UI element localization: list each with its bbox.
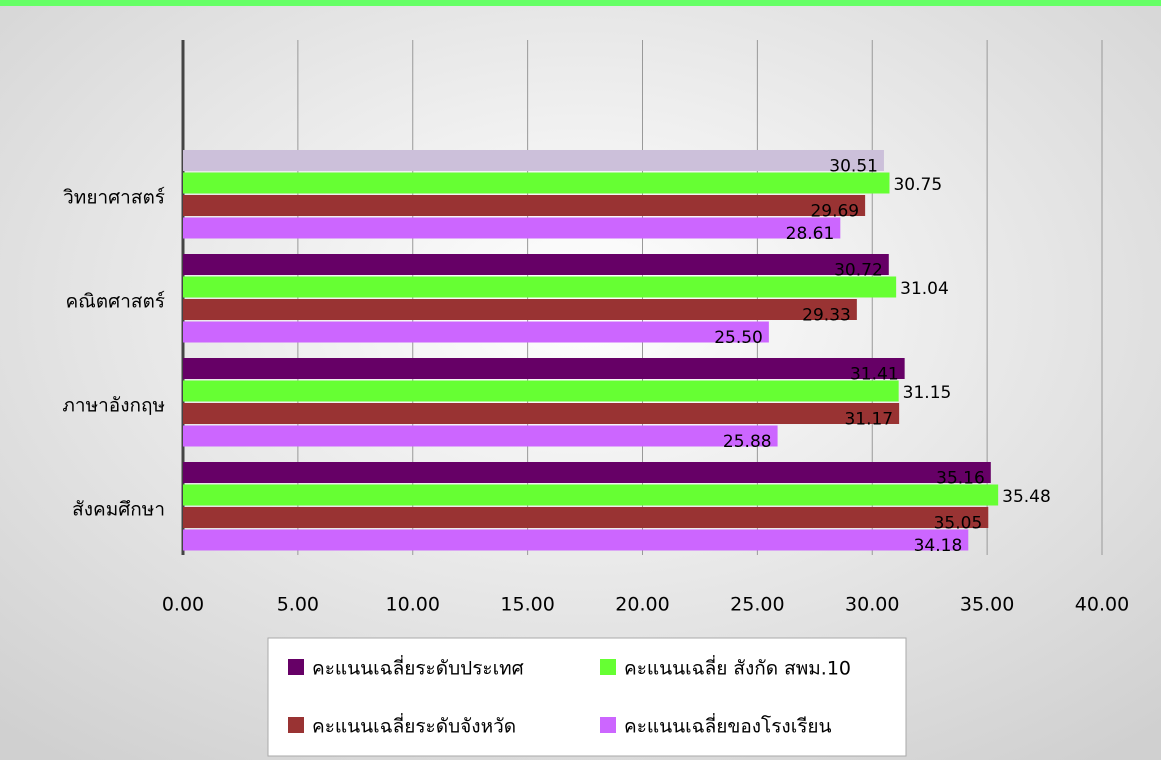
data-label: 28.61 (786, 224, 835, 244)
legend-label: คะแนนเฉลี่ย สังกัด สพม.10 (624, 655, 851, 680)
bar (183, 321, 769, 343)
bar (183, 150, 884, 171)
bar (183, 299, 857, 320)
y-tick-label: สังคมศึกษา (72, 499, 165, 521)
bar (183, 276, 897, 298)
bar (183, 172, 890, 194)
legend-swatch (288, 659, 304, 675)
bar (183, 254, 889, 275)
legend-label: คะแนนเฉลี่ยระดับประเทศ (312, 655, 524, 680)
bar (183, 195, 866, 216)
data-label: 34.18 (914, 536, 963, 556)
bar (183, 380, 899, 402)
top-strip (0, 0, 1161, 6)
data-label: 35.05 (934, 514, 983, 534)
x-tick-label: 15.00 (500, 594, 554, 616)
data-label: 29.69 (810, 202, 859, 222)
x-tick-label: 0.00 (162, 594, 204, 616)
x-tick-label: 25.00 (730, 594, 784, 616)
bar (183, 462, 991, 483)
bar (183, 403, 900, 424)
bar (183, 529, 969, 551)
x-tick-label: 40.00 (1075, 594, 1129, 616)
legend-swatch (288, 717, 304, 733)
bar (183, 484, 999, 506)
data-label: 31.15 (903, 383, 952, 403)
y-tick-label: ภาษาอังกฤษ (62, 395, 165, 417)
data-label: 31.04 (900, 279, 949, 299)
data-label: 30.72 (834, 261, 883, 281)
data-label: 35.16 (936, 469, 985, 489)
x-tick-label: 20.00 (615, 594, 669, 616)
x-tick-label: 5.00 (277, 594, 319, 616)
legend-swatch (600, 659, 616, 675)
x-tick-label: 10.00 (386, 594, 440, 616)
data-label: 29.33 (802, 306, 851, 326)
data-label: 30.75 (893, 175, 942, 195)
x-tick-label: 30.00 (845, 594, 899, 616)
data-label: 31.41 (850, 365, 899, 385)
legend-box (267, 637, 907, 757)
legend-label: คะแนนเฉลี่ยของโรงเรียน (624, 713, 832, 738)
data-label: 35.48 (1002, 487, 1051, 507)
y-tick-label: คณิตศาสตร์ (65, 291, 165, 313)
legend-swatch (600, 717, 616, 733)
data-label: 30.51 (829, 157, 878, 177)
data-label: 25.88 (723, 432, 772, 452)
data-label: 31.17 (844, 410, 893, 430)
x-tick-label: 35.00 (960, 594, 1014, 616)
y-tick-label: วิทยาศาสตร์ (63, 187, 165, 209)
bar (183, 217, 841, 239)
bar (183, 358, 905, 379)
bar (183, 507, 989, 528)
bar (183, 425, 778, 447)
legend-label: คะแนนเฉลี่ยระดับจังหวัด (312, 713, 516, 738)
data-label: 25.50 (714, 328, 763, 348)
